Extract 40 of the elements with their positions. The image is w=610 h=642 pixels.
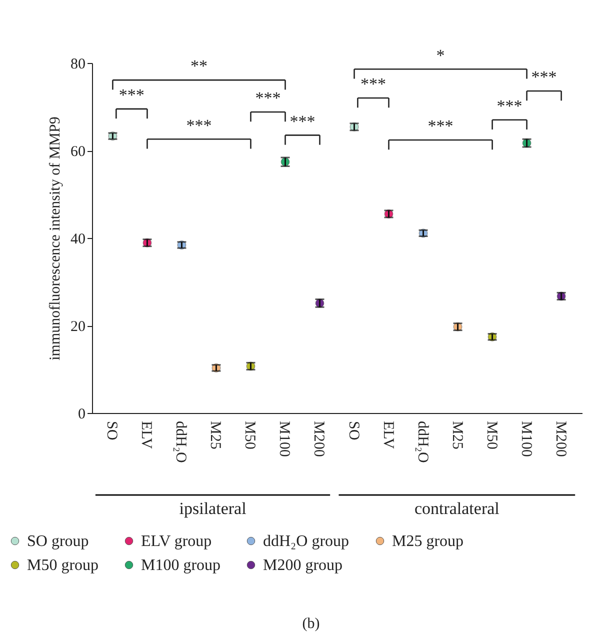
text: (b) [302,616,320,632]
x-tick-label: ddH₂O [414,421,430,464]
text: ipsilateral [179,499,247,518]
x-tick-label: M100 [276,421,292,457]
x-tick-label: SO [104,421,120,440]
annotation: *** [118,86,144,105]
text: contralateral [414,499,500,518]
x-tick-label: M200 [552,421,568,457]
x-tick-label: M25 [448,421,465,450]
legend-label: M50 group [27,557,99,574]
x-tick-label: M25 [207,421,224,450]
annotation: *** [255,88,281,108]
y-axis-title: immunofluorescence intensity of MMP9 [48,116,64,360]
annotation: *** [428,116,454,136]
x-tick-label: M100 [518,421,534,457]
x-tick-label: ddH₂O [172,421,189,464]
y-tick-label: 80 [70,56,86,72]
annotation: ** [190,56,208,76]
annotation: *** [360,74,386,94]
x-tick-label: M50 [242,421,258,450]
annotation: * [436,46,445,65]
legend-label: ddH₂O group [263,533,350,550]
x-tick-label: M200 [310,421,327,457]
legend-label: M25 group [392,533,464,550]
legend-label: ELV group [141,533,212,550]
y-tick-label: 0 [78,406,86,422]
annotation: *** [496,96,522,116]
x-tick-label: SO [345,421,362,440]
y-tick-label: 60 [70,144,86,160]
x-tick-label: ELV [138,421,154,449]
legend-label: SO group [27,533,89,550]
legend-label: M200 group [263,557,343,574]
y-tick-label: 40 [70,232,86,248]
x-tick-label: ELV [380,421,396,449]
annotation: *** [531,68,557,87]
annotation: *** [290,112,316,131]
legend-label: M100 group [141,557,221,574]
annotation: *** [186,116,212,135]
x-tick-label: M50 [483,421,500,450]
y-tick-label: 20 [70,319,86,335]
